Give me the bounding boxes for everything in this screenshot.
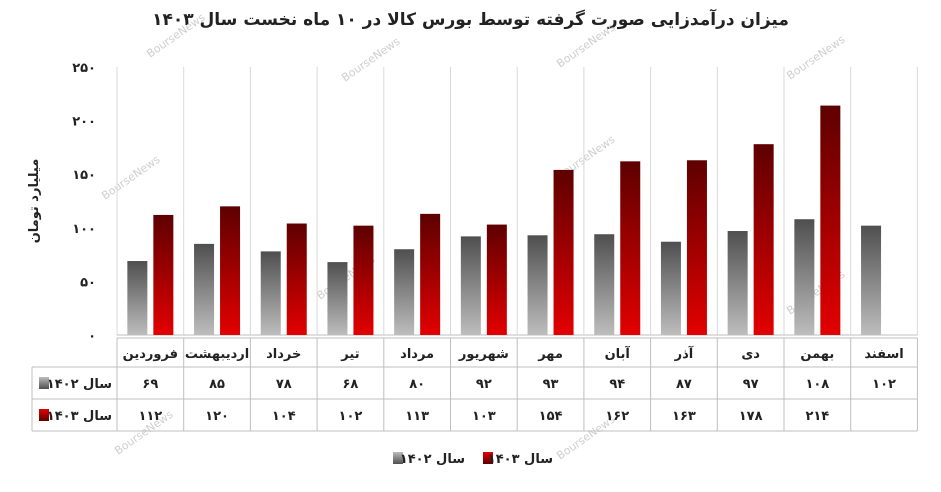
data-label-s0-6: ۹۳ (543, 377, 559, 392)
y-tick-label-3: ۱۵۰ (72, 168, 96, 183)
x-tick-label-6: مهر (537, 347, 563, 362)
watermark-1: BourseNews (339, 35, 402, 85)
data-label-s1-1: ۱۲۰ (205, 409, 229, 424)
data-label-s1-9: ۱۷۸ (739, 409, 763, 424)
watermark-0: BourseNews (144, 11, 207, 61)
x-tick-label-4: مرداد (400, 347, 434, 362)
data-label-s0-1: ۸۵ (209, 377, 225, 392)
bar-s1-6 (553, 169, 574, 335)
x-tick-label-0: فروردین (123, 347, 178, 362)
data-label-s0-8: ۸۷ (676, 377, 692, 392)
watermark-4: BourseNews (99, 153, 162, 203)
chart-title: میزان درآمدزایی صورت گرفته توسط بورس کال… (152, 10, 789, 30)
data-label-s1-3: ۱۰۲ (339, 409, 363, 424)
bar-s0-2 (260, 251, 281, 335)
data-label-s0-10: ۱۰۸ (805, 377, 829, 392)
data-label-s1-4: ۱۱۳ (405, 409, 429, 424)
x-tick-label-5: شهریور (458, 347, 509, 362)
x-tick-label-8: آذر (674, 345, 694, 362)
bar-s0-4 (394, 249, 415, 335)
bar-s1-8 (686, 160, 707, 335)
bar-s1-9 (753, 144, 774, 335)
watermark-2: BourseNews (554, 21, 617, 71)
bar-s0-5 (460, 236, 481, 335)
x-tick-label-9: دی (741, 347, 760, 362)
data-label-s1-0: ۱۱۲ (138, 409, 162, 424)
y-axis-label: میلیارد تومان (27, 159, 42, 244)
data-label-s1-7: ۱۶۲ (605, 409, 629, 424)
x-tick-label-11: اسفند (864, 347, 903, 362)
data-label-s0-7: ۹۴ (609, 377, 625, 392)
x-tick-label-3: تیر (340, 347, 359, 362)
data-label-s1-10: ۲۱۴ (805, 409, 829, 424)
x-tick-label-2: خرداد (266, 347, 301, 362)
y-tick-label-2: ۱۰۰ (72, 222, 96, 237)
bar-s0-1 (194, 243, 215, 335)
data-label-s0-2: ۷۸ (276, 377, 292, 392)
table-series-name-0: سال ۱۴۰۲ (47, 377, 112, 392)
bar-s0-9 (727, 231, 748, 335)
legend-key-s0 (393, 452, 403, 464)
data-label-s1-2: ۱۰۴ (272, 409, 296, 424)
legend-key-s1 (483, 452, 493, 464)
bar-s1-7 (620, 161, 641, 335)
data-label-s0-4: ۸۰ (409, 377, 425, 392)
bar-s1-0 (153, 214, 174, 335)
y-tick-label-5: ۲۵۰ (72, 61, 96, 76)
data-label-s1-8: ۱۶۳ (672, 409, 696, 424)
bar-s1-5 (486, 224, 507, 335)
legend-label-s1: سال ۱۴۰۳ (488, 452, 553, 467)
bar-s0-10 (794, 219, 815, 335)
bar-s0-0 (127, 261, 148, 335)
table-key-s1 (39, 409, 49, 421)
bar-s0-3 (327, 262, 348, 335)
bar-s1-1 (220, 206, 241, 335)
bar-s0-7 (594, 234, 615, 335)
bar-s0-11 (861, 225, 882, 335)
y-tick-label-1: ۵۰ (80, 275, 96, 290)
data-label-s0-3: ۶۸ (343, 377, 359, 392)
data-label-s0-0: ۶۹ (142, 377, 158, 392)
data-label-s0-9: ۹۷ (743, 377, 759, 392)
data-label-s1-5: ۱۰۳ (472, 409, 496, 424)
y-tick-label-4: ۲۰۰ (72, 115, 96, 130)
bar-s1-2 (286, 223, 307, 335)
bar-s1-10 (820, 105, 841, 335)
bar-s1-3 (353, 225, 374, 335)
bar-s0-6 (527, 235, 548, 335)
legend-label-s0: سال ۱۴۰۲ (400, 452, 465, 467)
data-label-s0-11: ۱۰۲ (872, 377, 896, 392)
y-tick-label-0: ۰ (88, 329, 96, 344)
x-tick-label-1: اردیبهشت (185, 347, 249, 362)
table-series-name-1: سال ۱۴۰۳ (47, 409, 112, 424)
watermark-3: BourseNews (784, 33, 847, 83)
bar-s1-4 (420, 213, 441, 335)
table-key-s0 (39, 377, 49, 389)
x-tick-label-7: آبان (605, 345, 631, 362)
bar-s0-8 (660, 241, 681, 335)
data-label-s1-6: ۱۵۴ (539, 409, 563, 424)
data-label-s0-5: ۹۲ (476, 377, 492, 392)
x-tick-label-10: بهمن (800, 347, 834, 362)
